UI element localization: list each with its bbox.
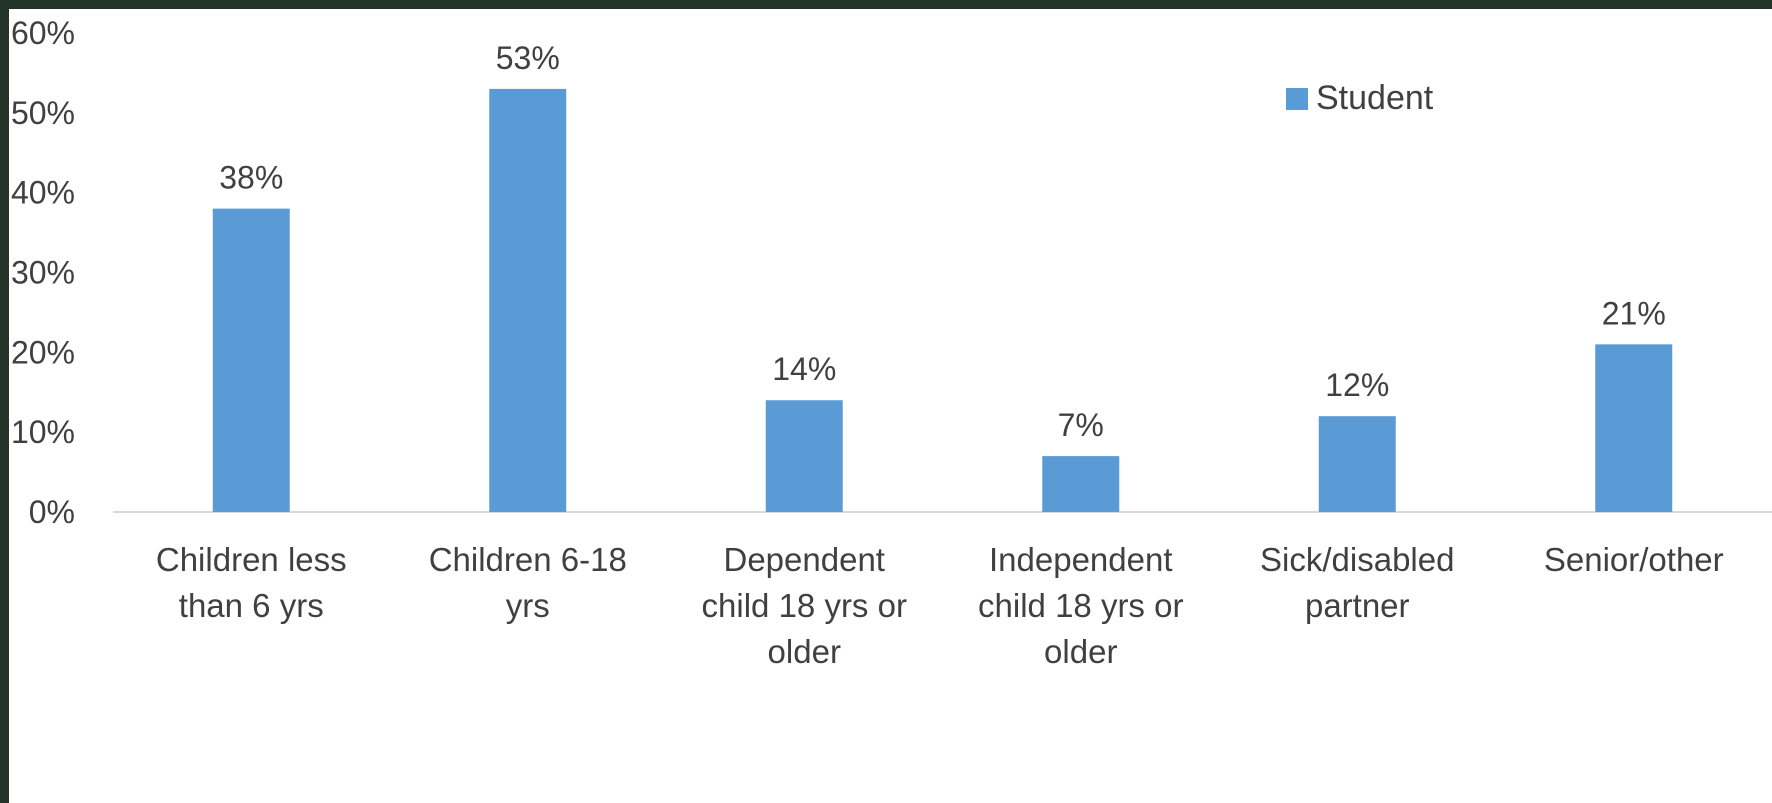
y-tick-label: 50% <box>11 95 75 131</box>
data-label: 7% <box>1058 407 1104 443</box>
data-label: 53% <box>496 40 560 76</box>
y-tick-label: 20% <box>11 334 75 370</box>
chart-frame: 0% 10% 20% 30% 40% 50% 60% 38% 53% 14% 7% 12% 21% C… <box>9 9 1772 803</box>
y-axis: 0% 10% 20% 30% 40% 50% 60% <box>11 15 75 530</box>
data-labels: 38% 53% 14% 7% 12% 21% <box>219 40 1666 443</box>
bar <box>1595 344 1673 512</box>
bar-series <box>212 88 1673 512</box>
data-label: 12% <box>1325 367 1389 403</box>
bar <box>1318 416 1396 512</box>
y-tick-label: 10% <box>11 414 75 450</box>
x-category-label: Senior/other <box>1544 541 1724 578</box>
y-tick-label: 30% <box>11 255 75 291</box>
x-category-label: Sick/disabled partner <box>1260 541 1454 624</box>
x-category-label: Children less than 6 yrs <box>156 541 347 624</box>
legend-label-student: Student <box>1316 79 1434 117</box>
x-axis: Children less than 6 yrs Children 6-18 yrs D… <box>156 541 1724 670</box>
data-label: 14% <box>772 351 836 387</box>
y-tick-label: 60% <box>11 15 75 51</box>
x-category-label: Children 6-18 yrs <box>429 541 627 624</box>
bar-chart: 0% 10% 20% 30% 40% 50% 60% 38% 53% 14% 7% 12% 21% C… <box>11 15 1772 670</box>
data-label: 21% <box>1602 295 1666 331</box>
y-tick-label: 40% <box>11 175 75 211</box>
x-category-label: Independent child 18 yrs or older <box>978 541 1183 670</box>
legend: Student <box>1286 79 1434 117</box>
bar <box>1042 456 1120 512</box>
y-tick-label: 0% <box>29 494 75 530</box>
x-category-label: Dependent child 18 yrs or older <box>702 541 907 670</box>
legend-swatch-student <box>1286 88 1308 110</box>
bar <box>489 88 567 512</box>
bar <box>765 400 843 512</box>
bar <box>212 208 290 512</box>
data-label: 38% <box>219 160 283 196</box>
